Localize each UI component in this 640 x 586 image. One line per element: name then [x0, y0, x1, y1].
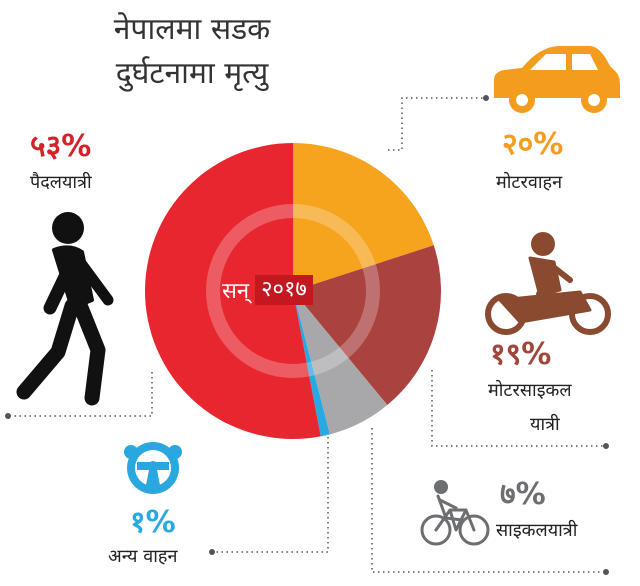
- leader-dot: [5, 413, 11, 419]
- donut-inner-ring: [206, 204, 380, 378]
- slice-pedestrian: [145, 143, 321, 439]
- slice-motor-vehicle: [293, 143, 434, 291]
- pct-pedestrian: ५३%: [30, 129, 92, 164]
- slice-motorcycle: [293, 245, 442, 406]
- label-motorcycle-line1: मोटरसाइकल: [488, 380, 572, 401]
- year-prefix: सन्: [222, 279, 250, 304]
- center-year-label: सन् २०१७: [222, 274, 313, 306]
- slice-bicycle: [293, 291, 388, 435]
- pct-other-vehicle: १%: [130, 505, 176, 540]
- chart-title: नेपालमा सडक दुर्घटनामा मृत्यु: [52, 8, 332, 96]
- year-badge: २०१७: [255, 275, 313, 305]
- leader-bicycle: [371, 428, 606, 573]
- leader-pedestrian: [8, 372, 153, 417]
- leader-dot: [483, 95, 489, 101]
- pct-motor-vehicle: २०%: [502, 127, 564, 162]
- leader-dot: [603, 569, 609, 575]
- title-line-1: नेपालमा सडक: [113, 12, 271, 47]
- leader-other-vehicle: [212, 432, 329, 553]
- slice-other-vehicle: [293, 291, 330, 437]
- label-bicycle: साइकलयात्री: [496, 520, 578, 541]
- leader-motor-vehicle: [388, 97, 486, 151]
- label-motor-vehicle: मोटरवाहन: [496, 172, 563, 193]
- leader-motorcycle: [431, 370, 606, 447]
- leader-dot: [603, 443, 609, 449]
- title-line-2: दुर्घटनामा मृत्यु: [115, 56, 269, 91]
- label-pedestrian: पैदलयात्री: [30, 172, 92, 193]
- pct-motorcycle: १९%: [490, 337, 552, 372]
- leader-dot: [209, 549, 215, 555]
- pct-bicycle: ७%: [500, 477, 546, 512]
- label-motorcycle-line2: यात्री: [530, 414, 560, 435]
- label-other-vehicle: अन्य वाहन: [108, 546, 178, 567]
